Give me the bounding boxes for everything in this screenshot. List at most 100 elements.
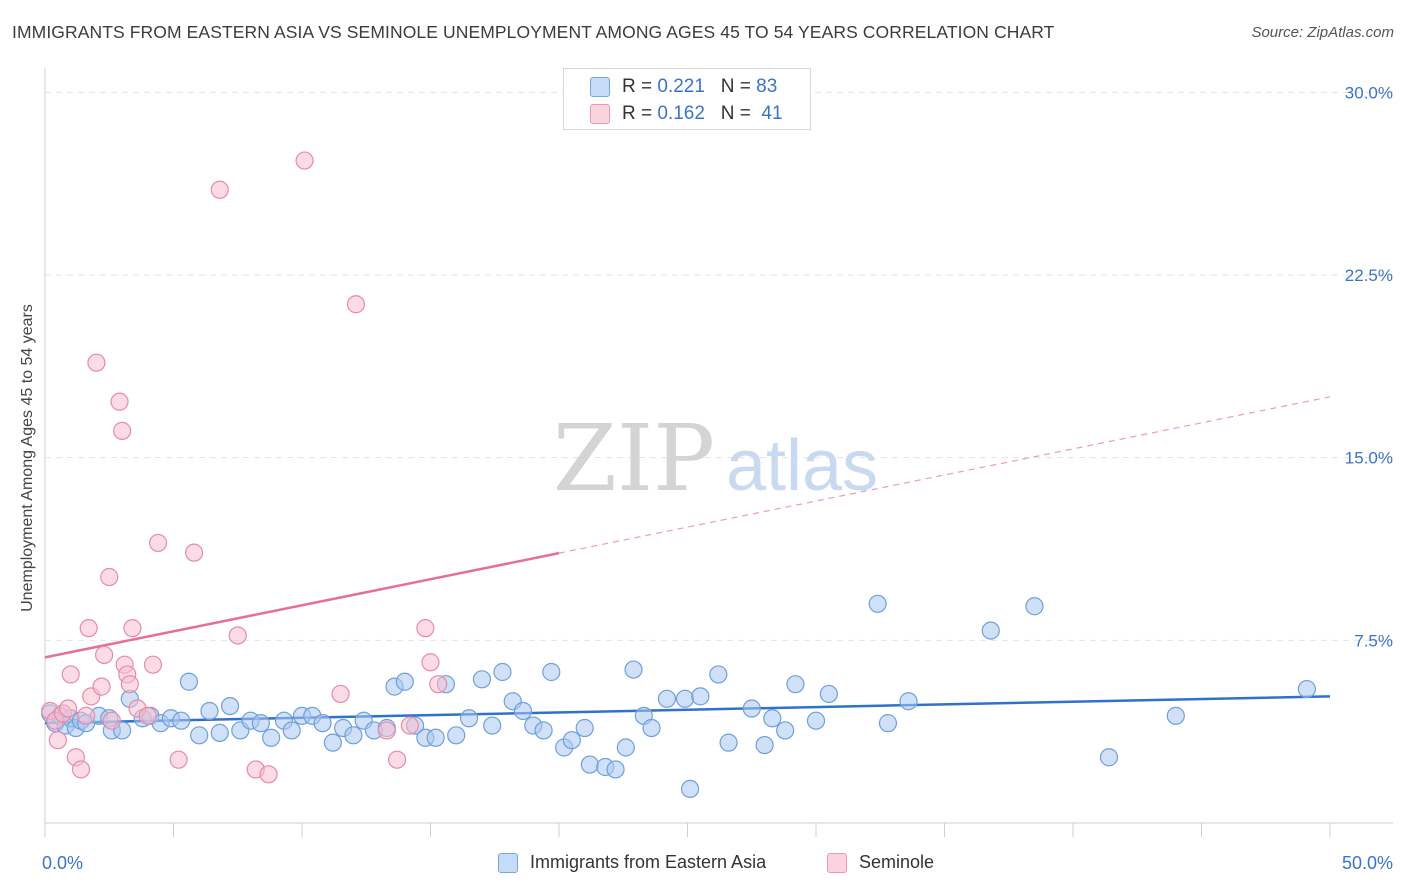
point-immigrants — [172, 711, 191, 730]
legend-swatch-immigrants — [498, 853, 518, 873]
series-seminole-points — [41, 151, 448, 784]
r-label: R = — [622, 76, 658, 97]
y-tick-label: 22.5% — [1345, 266, 1393, 285]
point-immigrants — [680, 779, 700, 799]
point-seminole — [184, 543, 204, 562]
legend-swatch-seminole — [590, 104, 610, 124]
point-immigrants — [179, 672, 199, 691]
point-seminole — [210, 180, 229, 199]
n-value: 41 — [761, 103, 783, 124]
point-seminole — [169, 750, 188, 769]
point-immigrants — [878, 714, 898, 733]
point-seminole — [346, 295, 366, 314]
point-immigrants — [981, 621, 1000, 640]
point-immigrants — [606, 760, 625, 779]
legend-label-seminole: Seminole — [859, 852, 935, 872]
point-seminole — [387, 750, 407, 769]
point-seminole — [429, 675, 448, 694]
y-tick-label: 7.5% — [1354, 631, 1393, 650]
point-immigrants — [562, 731, 581, 750]
axes — [44, 68, 1393, 837]
tick-labels: 7.5% 15.0% 22.5% 30.0% 0.0% 50.0% — [42, 83, 1393, 873]
point-immigrants — [344, 726, 363, 745]
point-seminole — [71, 760, 91, 779]
point-immigrants — [251, 714, 270, 733]
point-immigrants — [472, 670, 491, 689]
point-immigrants — [755, 735, 774, 755]
point-seminole — [123, 619, 142, 638]
point-seminole — [400, 716, 420, 735]
point-seminole — [228, 626, 247, 645]
n-value: 83 — [756, 76, 778, 97]
point-seminole — [110, 392, 129, 411]
point-seminole — [295, 151, 314, 170]
point-immigrants — [580, 755, 599, 774]
point-immigrants — [513, 701, 533, 721]
r-label: R = — [622, 103, 658, 124]
point-seminole — [59, 699, 78, 718]
point-immigrants — [742, 699, 761, 718]
point-immigrants — [719, 733, 738, 752]
point-immigrants — [210, 723, 229, 742]
point-seminole — [112, 421, 132, 440]
point-immigrants — [493, 662, 512, 682]
point-immigrants — [624, 660, 643, 679]
point-seminole — [100, 567, 119, 587]
point-immigrants — [786, 675, 805, 694]
watermark-atlas: atlas — [726, 426, 878, 506]
point-immigrants — [806, 711, 826, 730]
point-immigrants — [200, 701, 219, 721]
point-seminole — [77, 706, 96, 725]
point-immigrants — [282, 721, 301, 740]
n-label: N = — [720, 103, 757, 124]
point-seminole — [92, 677, 111, 696]
point-immigrants — [1166, 706, 1185, 725]
legend-swatch-immigrants — [590, 77, 610, 97]
x-tick-label: 50.0% — [1342, 853, 1393, 873]
legend-label-immigrants: Immigrants from Eastern Asia — [530, 852, 767, 872]
point-immigrants — [763, 709, 782, 728]
watermark-zip: ZIP — [553, 405, 715, 512]
legend-swatch-seminole — [827, 853, 847, 873]
point-immigrants — [899, 692, 918, 711]
point-immigrants — [1099, 748, 1119, 767]
point-immigrants — [657, 689, 677, 708]
point-immigrants — [616, 738, 635, 757]
r-value: 0.221 — [657, 76, 705, 97]
point-seminole — [61, 665, 80, 684]
point-immigrants — [642, 718, 661, 738]
point-immigrants — [447, 726, 466, 745]
point-immigrants — [220, 696, 240, 716]
point-immigrants — [534, 721, 553, 740]
point-immigrants — [395, 672, 414, 691]
watermark: ZIP atlas — [553, 405, 878, 512]
point-seminole — [416, 619, 435, 638]
legend-stats-seminole: R = 0.162 N = 41 — [622, 103, 783, 125]
point-seminole — [120, 675, 139, 694]
y-tick-label: 15.0% — [1345, 449, 1393, 468]
point-seminole — [87, 353, 106, 372]
point-immigrants — [691, 687, 710, 706]
point-immigrants — [819, 684, 838, 704]
point-immigrants — [426, 728, 445, 747]
point-immigrants — [542, 662, 561, 682]
series-immigrants-points — [41, 594, 1316, 799]
point-seminole — [102, 711, 121, 730]
point-immigrants — [262, 728, 281, 747]
y-axis-label: Unemployment Among Ages 45 to 54 years — [19, 304, 36, 612]
source-label: Source: ZipAtlas.com — [1251, 24, 1394, 41]
point-immigrants — [868, 594, 887, 613]
point-immigrants — [1297, 679, 1316, 699]
point-immigrants — [1025, 597, 1044, 616]
point-seminole — [48, 731, 67, 750]
point-immigrants — [776, 721, 795, 740]
point-immigrants — [483, 716, 502, 735]
point-immigrants — [313, 714, 332, 733]
stats-legend: R = 0.221 N = 83 R = 0.162 N = 41 — [563, 68, 811, 130]
point-seminole — [421, 653, 440, 672]
r-value: 0.162 — [657, 103, 705, 124]
point-seminole — [138, 706, 157, 725]
point-seminole — [259, 765, 278, 784]
point-seminole — [331, 684, 350, 704]
